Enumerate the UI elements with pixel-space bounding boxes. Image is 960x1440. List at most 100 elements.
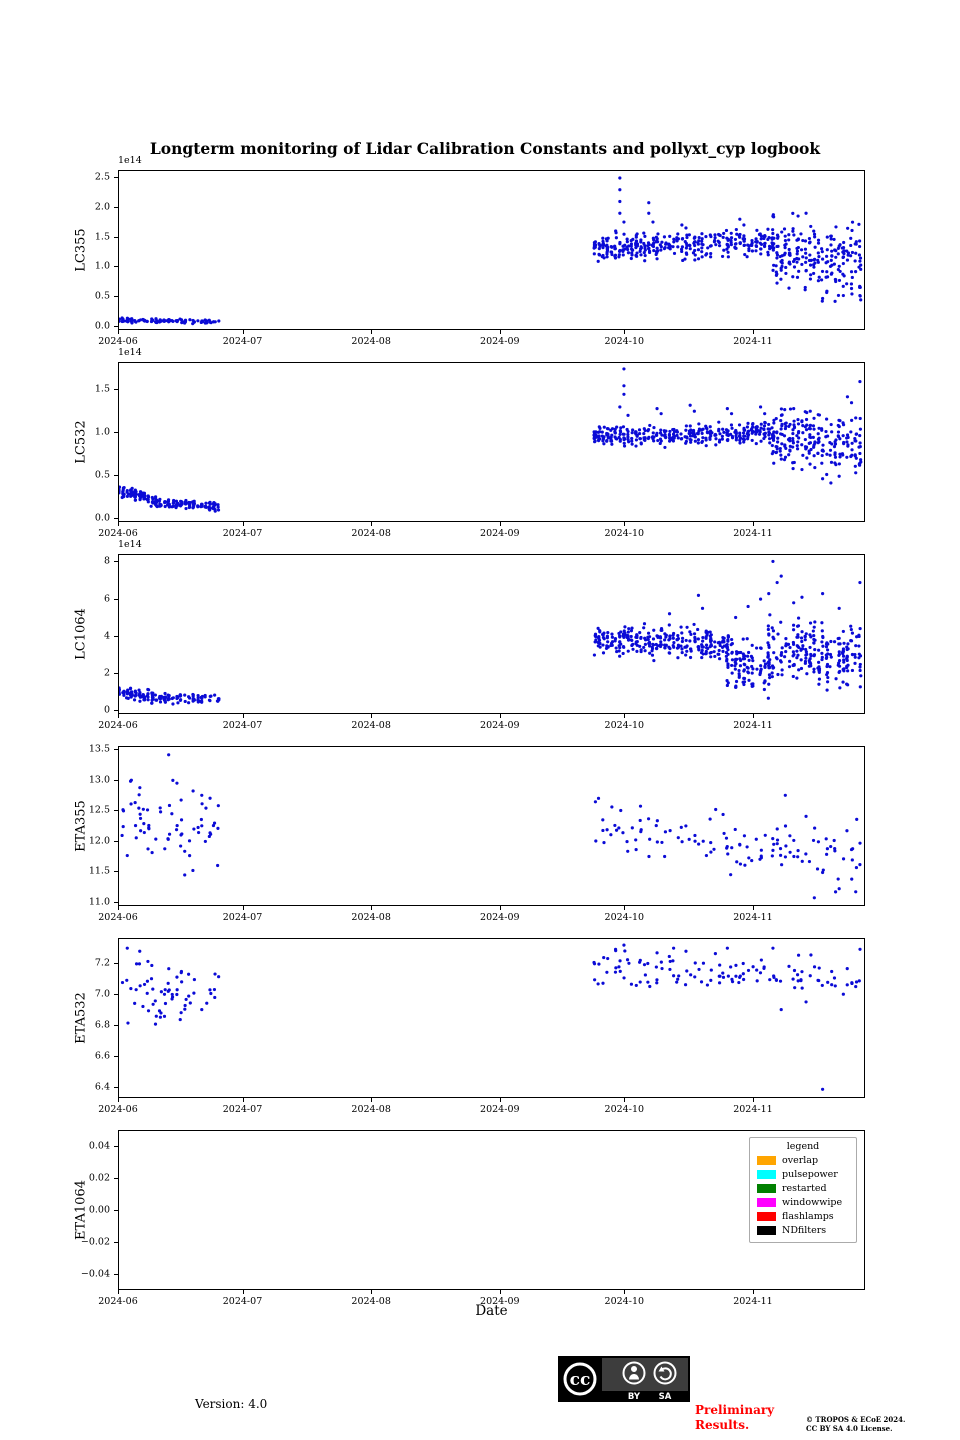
x-tick-label: 2024-10	[604, 336, 645, 347]
x-tick-label: 2024-09	[480, 528, 520, 539]
x-tick	[752, 330, 754, 334]
y-tick	[114, 474, 118, 476]
x-tick-label: 2024-10	[604, 1104, 645, 1115]
by-label: BY	[628, 1392, 641, 1402]
x-tick-label: 2024-08	[351, 336, 391, 347]
plot-area	[118, 938, 865, 1098]
x-tick	[624, 1290, 626, 1294]
y-tick-label: 2.5	[94, 171, 110, 183]
x-tick	[752, 522, 754, 526]
x-tick-label: 2024-11	[733, 528, 773, 539]
version-text: Version: 4.0	[195, 1397, 268, 1411]
y-axis-offset-text: 1e14	[118, 155, 142, 166]
x-tick	[499, 714, 501, 718]
copyright-line2: CC BY SA 4.0 License.	[806, 1424, 893, 1433]
cc-logo-icon	[563, 1362, 597, 1396]
x-tick	[499, 906, 501, 910]
y-tick-label: 8	[103, 555, 110, 567]
y-tick	[114, 236, 118, 238]
x-tick	[118, 714, 119, 718]
x-tick-label: 2024-08	[351, 720, 391, 731]
y-tick-label: 1.5	[94, 231, 110, 243]
x-tick-label: 2024-07	[222, 912, 263, 923]
y-tick	[114, 561, 118, 563]
x-tick-label: 2024-09	[480, 720, 520, 731]
y-tick-label: −0.04	[80, 1268, 110, 1280]
scatter-points	[119, 176, 863, 326]
scatter-points	[119, 559, 863, 706]
x-tick	[624, 1098, 626, 1102]
x-tick	[118, 522, 119, 526]
y-tick-label: 1.0	[94, 260, 110, 272]
y-tick-label: 1.0	[94, 426, 110, 438]
x-tick	[118, 906, 119, 910]
x-tick	[371, 330, 373, 334]
y-tick	[114, 840, 118, 842]
x-tick-label: 2024-06	[98, 336, 138, 347]
y-tick-label: 6.4	[94, 1081, 110, 1093]
y-tick	[114, 1087, 118, 1089]
y-tick	[114, 871, 118, 873]
y-tick	[114, 325, 118, 327]
legend-label: NDfilters	[782, 1225, 827, 1236]
x-tick	[242, 714, 244, 718]
subplot-eta1064: ETA1064 legend overlap pulsepower restar…	[74, 1130, 865, 1307]
plot-area	[118, 554, 865, 714]
x-tick-label: 2024-11	[733, 912, 773, 923]
x-tick	[752, 1098, 754, 1102]
preliminary-line2: Results.	[695, 1418, 750, 1432]
y-axis-label-eta532: ETA532	[73, 992, 89, 1044]
x-tick-label: 2024-07	[222, 720, 263, 731]
x-tick-label: 2024-11	[733, 720, 773, 731]
scatter-points	[120, 753, 862, 900]
y-tick-label: 1.5	[94, 383, 110, 395]
y-tick-label: 0.0	[94, 320, 110, 332]
y-tick	[114, 749, 118, 751]
x-tick	[624, 330, 626, 334]
legend-item-restarted: restarted	[757, 1183, 849, 1194]
y-tick	[114, 1242, 118, 1243]
by-person-icon	[622, 1361, 646, 1385]
legend-item-flashlamps: flashlamps	[757, 1211, 849, 1222]
scatter-points	[119, 367, 863, 513]
legend-swatch-flashlamps	[757, 1212, 776, 1221]
y-axis-offset-text: 1e14	[118, 539, 142, 550]
x-tick-label: 2024-08	[351, 1296, 391, 1307]
x-tick-label: 2024-07	[222, 1296, 263, 1307]
sa-arrow-icon	[653, 1361, 677, 1385]
subplot-lc355: LC355 1e14 2024-06 2024-07 2024-08 2024-09 2…	[74, 155, 865, 347]
x-tick	[499, 1290, 501, 1294]
x-tick-label: 2024-06	[98, 720, 138, 731]
y-axis-offset-text: 1e14	[118, 347, 142, 358]
x-tick-label: 2024-10	[604, 720, 645, 731]
y-tick	[114, 710, 118, 712]
x-tick	[371, 906, 373, 910]
y-tick	[114, 1146, 118, 1147]
x-tick	[371, 714, 373, 718]
legend: legend overlap pulsepower restarted wind…	[749, 1137, 857, 1243]
y-tick-label: 4	[103, 630, 110, 642]
y-tick-label: 13.0	[88, 774, 110, 786]
y-axis-label-lc532: LC532	[73, 420, 89, 464]
y-tick-label: 2.0	[94, 201, 110, 213]
y-tick-label: 0	[103, 704, 110, 716]
y-tick-label: 0.04	[88, 1140, 110, 1152]
x-tick	[371, 522, 373, 526]
y-tick	[114, 296, 118, 298]
subplot-eta532: ETA532 2024-06 2024-07 2024-08 2024-09 2024-…	[74, 938, 865, 1115]
y-tick	[114, 266, 118, 268]
legend-title: legend	[786, 1141, 820, 1152]
legend-label: restarted	[782, 1183, 827, 1194]
y-tick-label: 11.0	[88, 896, 110, 908]
plot-area: legend overlap pulsepower restarted wind…	[118, 1130, 865, 1290]
x-tick-label: 2024-09	[480, 1296, 520, 1307]
y-tick	[114, 779, 118, 781]
x-tick	[499, 522, 501, 526]
x-axis-label: Date	[475, 1303, 508, 1319]
x-tick	[752, 906, 754, 910]
legend-label: pulsepower	[782, 1169, 838, 1180]
y-axis-label-eta355: ETA355	[73, 800, 89, 852]
x-tick	[118, 330, 119, 334]
y-tick-label: 0.0	[94, 512, 110, 524]
x-tick	[371, 1098, 373, 1102]
